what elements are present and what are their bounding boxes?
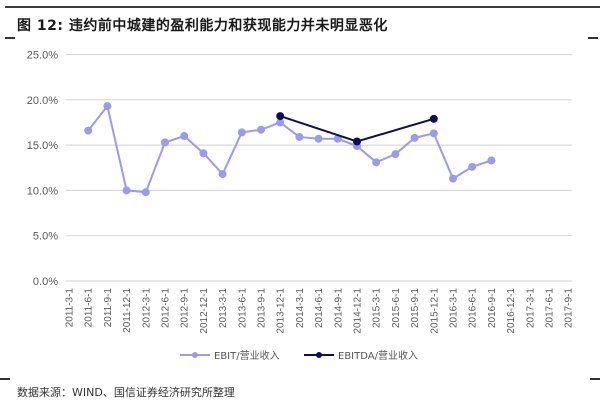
top-rule bbox=[5, 6, 600, 8]
footer-left-tick-mark bbox=[0, 378, 10, 380]
legend-label-ebit: EBIT/营业收入 bbox=[214, 351, 280, 362]
data-point-ebit bbox=[218, 170, 227, 179]
x-tick-label: 2016-6-1 bbox=[468, 288, 479, 328]
data-point-ebit bbox=[468, 162, 477, 171]
footer-right-tick-mark bbox=[590, 378, 600, 380]
right-tick-mark bbox=[588, 37, 598, 39]
legend-item-ebit: EBIT/营业收入 bbox=[180, 347, 280, 362]
data-point-ebit bbox=[372, 158, 381, 167]
left-tick-mark bbox=[5, 37, 15, 39]
x-tick-label: 2012-12-1 bbox=[199, 288, 210, 334]
data-point-ebit bbox=[199, 149, 208, 158]
x-tick-label: 2015-9-1 bbox=[410, 288, 421, 328]
y-tick-label: 20.0% bbox=[27, 95, 58, 107]
data-point-ebit bbox=[410, 133, 419, 142]
data-point-ebit bbox=[180, 132, 189, 141]
data-point-ebit bbox=[314, 134, 323, 143]
data-point-ebit bbox=[295, 132, 304, 141]
x-tick-label: 2012-6-1 bbox=[161, 288, 172, 328]
x-tick-label: 2012-3-1 bbox=[141, 288, 152, 328]
data-point-ebitda bbox=[429, 114, 438, 123]
data-point-ebit bbox=[237, 128, 246, 137]
x-tick-label: 2013-9-1 bbox=[257, 288, 268, 328]
x-tick-label: 2017-6-1 bbox=[545, 288, 556, 328]
series-line-ebit bbox=[87, 103, 492, 194]
x-tick-label: 2013-6-1 bbox=[237, 288, 248, 328]
x-tick-label: 2013-3-1 bbox=[218, 288, 229, 328]
x-tick-label: 2017-3-1 bbox=[525, 288, 536, 328]
figure-title: 图 12: 违约前中城建的盈利能力和获现能力并未明显恶化 bbox=[17, 18, 388, 34]
data-point-ebit bbox=[257, 125, 265, 134]
x-tick-label: 2017-9-1 bbox=[564, 288, 575, 328]
x-tick-label: 2012-9-1 bbox=[180, 288, 191, 328]
legend-swatch-ebit-icon bbox=[180, 350, 210, 360]
x-tick-label: 2015-12-1 bbox=[429, 288, 440, 334]
data-point-ebit bbox=[391, 150, 400, 159]
x-tick-label: 2013-12-1 bbox=[276, 288, 287, 334]
y-tick-label: 15.0% bbox=[27, 140, 58, 152]
y-tick-label: 0.0% bbox=[33, 276, 58, 288]
y-tick-label: 5.0% bbox=[33, 231, 58, 243]
y-tick-label: 25.0% bbox=[27, 50, 58, 62]
x-tick-label: 2011-12-1 bbox=[122, 288, 133, 333]
data-point-ebitda bbox=[353, 137, 361, 146]
x-tick-label: 2014-9-1 bbox=[333, 288, 344, 328]
x-tick-label: 2015-3-1 bbox=[372, 288, 383, 328]
data-point-ebit bbox=[276, 118, 285, 127]
data-point-ebit bbox=[487, 156, 496, 165]
data-point-ebit bbox=[141, 188, 150, 197]
data-point-ebit bbox=[84, 126, 93, 135]
x-tick-label: 2016-3-1 bbox=[449, 288, 460, 328]
data-point-ebitda bbox=[276, 112, 285, 121]
x-tick-label: 2011-3-1 bbox=[65, 288, 76, 328]
x-tick-label: 2015-6-1 bbox=[391, 288, 402, 328]
y-tick-label: 10.0% bbox=[27, 185, 58, 197]
data-point-ebit bbox=[449, 174, 457, 183]
line-chart: 0.0% 5.0% 10.0% 15.0% 20.0% 25.0% 2011-3-1 2011… bbox=[27, 50, 575, 334]
legend-swatch-ebitda-icon bbox=[304, 350, 334, 360]
data-source-note: 数据来源：WIND、国信证券经济研究所整理 bbox=[17, 386, 235, 399]
data-point-ebit bbox=[429, 129, 438, 138]
x-tick-label: 2011-6-1 bbox=[84, 288, 95, 328]
x-tick-label: 2014-6-1 bbox=[314, 288, 325, 328]
x-tick-label: 2016-12-1 bbox=[506, 288, 517, 334]
data-point-ebit bbox=[122, 186, 131, 195]
x-tick-label: 2011-9-1 bbox=[103, 288, 114, 328]
x-tick-label: 2014-3-1 bbox=[295, 288, 306, 328]
x-tick-label: 2016-9-1 bbox=[487, 288, 498, 328]
x-tick-label: 2014-12-1 bbox=[353, 288, 364, 334]
data-point-ebit bbox=[161, 138, 169, 147]
data-point-ebit bbox=[103, 102, 112, 111]
legend-label-ebitda: EBITDA/营业收入 bbox=[338, 351, 418, 362]
legend: EBIT/营业收入 EBITDA/营业收入 bbox=[0, 347, 600, 365]
legend-item-ebitda: EBITDA/营业收入 bbox=[304, 347, 418, 362]
